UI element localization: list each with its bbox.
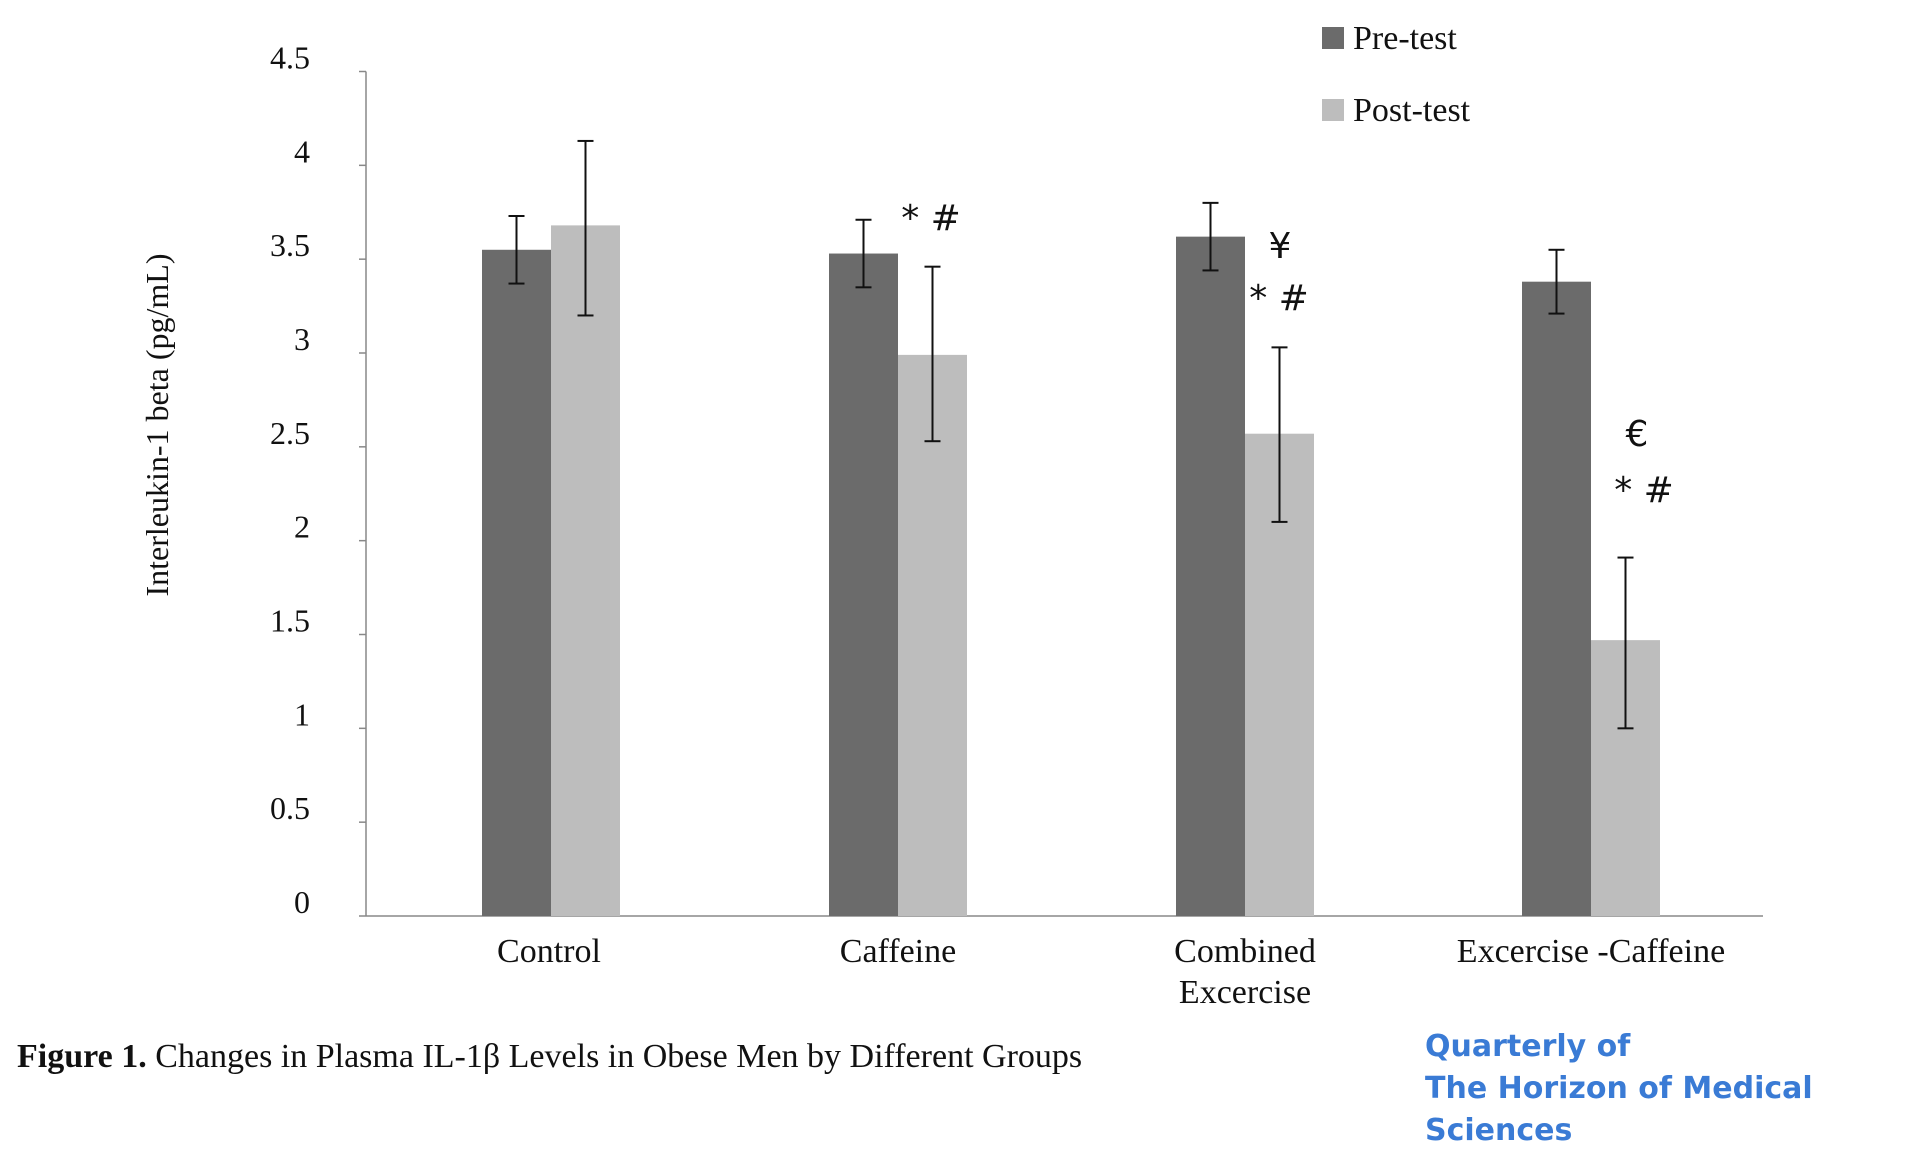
bar-pre-1	[829, 253, 898, 916]
y-tick-label: 1	[294, 696, 310, 732]
y-tick-label: 3	[294, 321, 310, 357]
y-tick-label: 4.5	[270, 40, 310, 76]
bar-chart: 0 0.5 1 1.5 2 2.5 3 3.5 4 4.5 Interleukin-1 beta (…	[139, 20, 1763, 1011]
y-axis-label: Interleukin-1 beta (pg/mL)	[139, 254, 175, 597]
x-category-label: Excercise	[1179, 974, 1311, 1011]
x-category-label: Caffeine	[840, 933, 956, 970]
bar-post-1	[898, 354, 967, 916]
significance-annotation: ¥	[1269, 226, 1292, 267]
y-tick-label: 1.5	[270, 603, 310, 639]
bar-pre-2	[1176, 236, 1245, 916]
y-tick-label: 4	[294, 133, 310, 169]
significance-annotation: * #	[1614, 470, 1674, 511]
legend-swatch-post	[1322, 99, 1344, 121]
y-tick-label: 3.5	[270, 227, 310, 263]
y-tick-label: 2.5	[270, 415, 310, 451]
logo-line-2: The Horizon of Medical Sciences	[1425, 1071, 1813, 1148]
y-tick-label: 2	[294, 509, 310, 545]
caption-text: Changes in Plasma IL-1β Levels in Obese …	[146, 1038, 1083, 1075]
x-category-label: Combined	[1174, 933, 1316, 970]
bar-pre-3	[1522, 281, 1591, 917]
y-tick-label: 0.5	[270, 790, 310, 826]
x-category-label: Control	[497, 933, 601, 970]
y-tick-label: 0	[294, 884, 310, 920]
bar-pre-0	[482, 249, 551, 917]
bar-post-0	[551, 225, 620, 917]
legend-label: Post-test	[1353, 92, 1471, 129]
significance-annotation: * #	[901, 198, 961, 239]
legend-swatch-pre	[1322, 27, 1344, 49]
x-category-label: Excercise -Caffeine	[1457, 933, 1725, 970]
legend-label: Pre-test	[1353, 20, 1457, 57]
caption-label: Figure 1.	[17, 1038, 147, 1075]
logo-line-1: Quarterly of	[1425, 1029, 1631, 1064]
figure-caption: Figure 1. Changes in Plasma IL-1β Levels…	[17, 1038, 1082, 1076]
journal-logo: Quarterly of The Horizon of Medical Scie…	[1425, 1026, 1924, 1152]
significance-annotation: €	[1626, 414, 1649, 455]
significance-annotation: * #	[1249, 278, 1309, 319]
